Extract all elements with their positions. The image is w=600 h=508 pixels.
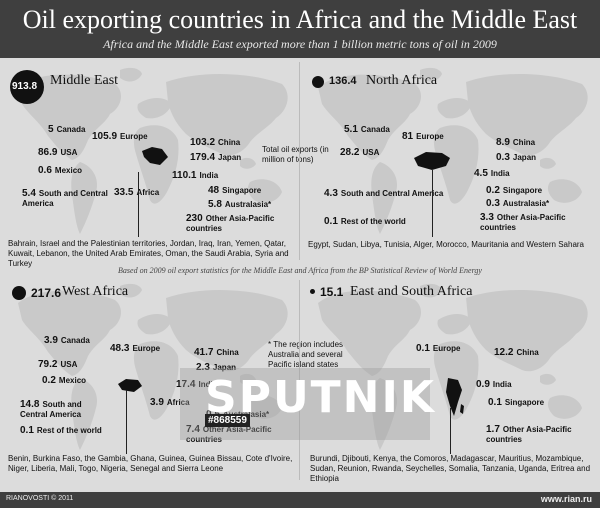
region-title: North Africa <box>366 73 438 88</box>
region-note: * The region includes Australia and seve… <box>268 340 344 369</box>
label-usa: 86.9 USA <box>38 147 78 158</box>
total-bubble <box>312 76 324 88</box>
divider-vertical <box>299 280 300 480</box>
west-africa-region-shape <box>118 379 142 392</box>
label-rest-of-world: 0.1 Rest of the world <box>20 425 102 436</box>
label-india: 110.1 India <box>172 170 219 181</box>
legend-note: Total oil exports (in million of tons) <box>262 145 329 164</box>
label-south-central-america: 4.3 South and Central America <box>324 188 444 199</box>
label-australasia: 0.3 Australasia* <box>486 198 550 209</box>
page-subtitle: Africa and the Middle East exported more… <box>103 37 497 51</box>
total-value: 15.1 <box>320 285 344 299</box>
panel-west-africa: 217.6 West Africa 3.9 Canada 79.2 USA 0.2 M… <box>0 278 300 488</box>
panel-north-africa: 136.4 North Africa Total oil exports (in… <box>262 62 600 272</box>
label-japan: 2.3 Japan <box>196 362 237 373</box>
countries-list: Egypt, Sudan, Libya, Tunisia, Alger, Mor… <box>308 240 585 249</box>
label-other-asia-pacific: 3.3 Other Asia-Pacific countries <box>480 212 566 233</box>
total-bubble <box>310 289 315 294</box>
label-south-central-america: 5.4 South and Central America <box>22 188 108 209</box>
footer-bar: RIANOVOSTI © 2011 www.rian.ru <box>0 492 600 508</box>
label-india: 4.5 India <box>474 168 510 179</box>
region-title: Middle East <box>50 73 119 88</box>
total-value: 217.6 <box>31 286 62 300</box>
label-canada: 5.1 Canada <box>344 124 390 135</box>
site-link[interactable]: www.rian.ru <box>540 494 592 504</box>
countries-list: Bahrain, Israel and the Palestinian terr… <box>8 239 289 268</box>
watermark-id: #868559 <box>205 414 250 427</box>
watermark-logo <box>180 368 430 440</box>
header: Oil exporting countries in Africa and th… <box>0 0 600 58</box>
label-europe: 81 Europe <box>402 131 444 142</box>
label-mexico: 0.6 Mexico <box>38 165 83 176</box>
region-title: East and South Africa <box>350 284 473 299</box>
label-europe: 105.9 Europe <box>92 131 148 142</box>
credit: RIANOVOSTI © 2011 <box>6 495 74 502</box>
region-title: West Africa <box>62 284 129 299</box>
label-australasia: 5.8 Australasia* <box>208 199 272 210</box>
label-other-asia-pacific: 230 Other Asia-Pacific countries <box>186 213 275 234</box>
east-south-africa-region-shape <box>446 378 464 416</box>
north-africa-region-shape <box>414 152 450 170</box>
label-india: 17.4India <box>176 380 217 390</box>
source-note: Based on 2009 oil export statistics for … <box>118 266 482 275</box>
label-mexico: 0.2 Mexico <box>42 375 87 386</box>
total-value: 913.8 <box>12 81 38 92</box>
label-china: 8.9 China <box>496 137 536 148</box>
label-rest-of-world: 0.1 Rest of the world <box>324 216 406 227</box>
label-canada: 5 Canada <box>48 124 86 135</box>
total-value: 136.4 <box>329 75 357 87</box>
countries-list: Benin, Burkina Faso, the Gambia, Ghana, … <box>8 454 293 473</box>
panel-east-south-africa: 15.1 East and South Africa 0.1 Europe 12.… <box>300 278 600 488</box>
connector-line <box>126 390 127 454</box>
label-canada: 3.9 Canada <box>44 335 90 346</box>
label-europe: 0.1 Europe <box>416 343 461 354</box>
label-africa: 3.9 Africa <box>150 397 190 408</box>
label-south-central-america: 14.8 South and Central America <box>20 399 82 420</box>
connector-line <box>450 408 451 454</box>
countries-list: Burundi, Djibouti, Kenya, the Comoros, M… <box>310 454 591 483</box>
label-usa: 79.2 USA <box>38 359 78 370</box>
label-singapore: 48 Singapore <box>208 185 262 196</box>
middle-east-region-shape <box>142 147 168 165</box>
label-europe: 48.3 Europe <box>110 343 161 354</box>
label-china: 103.2 China <box>190 137 241 148</box>
total-bubble <box>12 286 26 300</box>
label-china: 41.7 China <box>194 347 239 358</box>
label-china: 12.2 China <box>494 347 539 358</box>
label-other-asia-pacific: 7.4Other Asia-Pacific countries <box>186 425 292 445</box>
label-japan: 0.3 Japan <box>496 152 537 163</box>
total-bubble <box>10 70 44 104</box>
label-india: 0.9 India <box>476 379 512 390</box>
panel-middle-east: 913.8 Middle East 5 Canada 86.9 USA 0.6 Mex… <box>0 62 300 272</box>
label-singapore: 0.2 Singapore <box>486 185 543 196</box>
label-africa: 33.5 Africa <box>114 187 160 198</box>
label-singapore: 0.1 Singapore <box>488 397 545 408</box>
label-japan: 179.4 Japan <box>190 152 242 163</box>
divider-vertical <box>299 62 300 260</box>
label-usa: 28.2 USA <box>340 147 380 158</box>
connector-line <box>432 170 433 237</box>
label-other-asia-pacific: 1.7 Other Asia-Pacific countries <box>486 424 572 445</box>
page-title: Oil exporting countries in Africa and th… <box>22 5 578 34</box>
connector-line <box>138 172 139 237</box>
